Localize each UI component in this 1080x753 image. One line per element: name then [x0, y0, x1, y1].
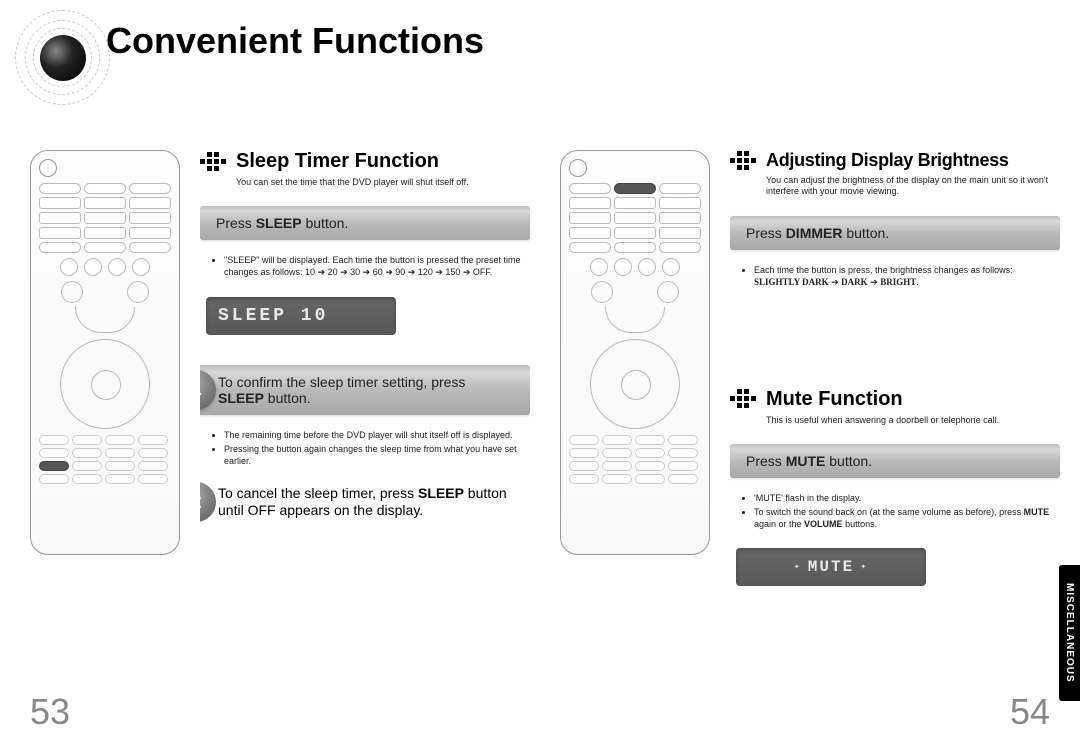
bullet-item: The remaining time before the DVD player… — [224, 429, 530, 441]
pill-text: button. — [264, 390, 311, 406]
brightness-heading-text: Adjusting Display Brightness — [766, 150, 1009, 171]
mute-pill: Press MUTE button. — [730, 444, 1060, 478]
bullet-text: To switch the sound back on (at the same… — [754, 507, 1024, 517]
mute-heading: Mute Function — [730, 388, 1060, 411]
side-tab: MISCELLANEOUS — [1059, 565, 1080, 701]
bullet-text: Each time the button is press, the brigh… — [754, 265, 1013, 275]
mute-desc: This is useful when answering a doorbell… — [766, 415, 1060, 426]
bullet-item: To switch the sound back on (at the same… — [754, 506, 1060, 530]
sleep-desc: You can set the time that the DVD player… — [236, 177, 530, 188]
sleep-bullets-1: "SLEEP" will be displayed. Each time the… — [214, 254, 530, 278]
sleep-bullets-2: The remaining time before the DVD player… — [214, 429, 530, 467]
page-number-right: 54 — [1010, 691, 1050, 733]
bullet-item: 'MUTE' flash in the display. — [754, 492, 1060, 504]
sleep-heading: Sleep Timer Function — [200, 150, 530, 173]
mute-heading-text: Mute Function — [766, 388, 903, 411]
pill-text: Press — [746, 453, 786, 469]
sleep-heading-text: Sleep Timer Function — [236, 150, 439, 173]
pill-text: button. — [302, 215, 349, 231]
bullet-bold: MUTE — [1024, 507, 1050, 517]
bullet-item: "SLEEP" will be displayed. Each time the… — [224, 254, 530, 278]
dots-icon — [730, 389, 758, 409]
bullet-text: again or the — [754, 519, 804, 529]
bullet-item: Each time the button is press, the brigh… — [754, 264, 1060, 288]
line-text: To cancel the sleep timer, press — [218, 485, 418, 501]
pill-bold: DIMMER — [786, 225, 843, 241]
remote-illustration-left — [30, 150, 180, 555]
pill-text: button. — [842, 225, 889, 241]
pill-text: Press — [216, 215, 256, 231]
pill-bold: MUTE — [786, 453, 826, 469]
left-column: Sleep Timer Function You can set the tim… — [30, 150, 530, 555]
sleep-pill-1: Press SLEEP button. — [200, 206, 530, 240]
brightness-heading: Adjusting Display Brightness — [730, 150, 1060, 171]
pill-bold: SLEEP — [256, 215, 302, 231]
brightness-section: Adjusting Display Brightness You can adj… — [730, 150, 1060, 288]
mute-bullets: 'MUTE' flash in the display. To switch t… — [744, 492, 1060, 530]
dots-icon — [730, 151, 758, 171]
pill-text: Press — [746, 225, 786, 241]
line-bold: SLEEP — [418, 485, 464, 501]
mute-section: Mute Function This is useful when answer… — [730, 388, 1060, 587]
step-badge-2: 2 — [200, 482, 216, 522]
pill-text: button. — [825, 453, 872, 469]
seq-item: BRIGHT — [880, 277, 916, 287]
seq-item: DARK — [841, 277, 868, 287]
sleep-pill-2: 1 To confirm the sleep timer setting, pr… — [200, 365, 530, 415]
lcd-mute: MUTE — [736, 548, 926, 586]
sleep-section: Sleep Timer Function You can set the tim… — [200, 150, 530, 524]
page-number-left: 53 — [30, 691, 70, 733]
seq-item: SLIGHTLY DARK — [754, 277, 829, 287]
right-column: Adjusting Display Brightness You can adj… — [560, 150, 1060, 616]
sleep-step-3: 2 To cancel the sleep timer, press SLEEP… — [200, 485, 530, 520]
brightness-pill: Press DIMMER button. — [730, 216, 1060, 250]
brightness-desc: You can adjust the brightness of the dis… — [766, 175, 1060, 198]
remote-illustration-right — [560, 150, 710, 555]
bullet-bold: VOLUME — [804, 519, 843, 529]
brightness-bullets: Each time the button is press, the brigh… — [744, 264, 1060, 288]
header-ornament — [15, 10, 110, 105]
dots-icon — [200, 152, 228, 172]
pill-bold: SLEEP — [218, 390, 264, 406]
bullet-text: buttons. — [843, 519, 878, 529]
step-badge-1: 1 — [200, 370, 216, 410]
page-title: Convenient Functions — [106, 20, 484, 62]
lcd-sleep: SLEEP 10 — [206, 297, 396, 335]
pill-text: To confirm the sleep timer setting, pres… — [218, 374, 465, 390]
bullet-item: Pressing the button again changes the sl… — [224, 443, 530, 467]
